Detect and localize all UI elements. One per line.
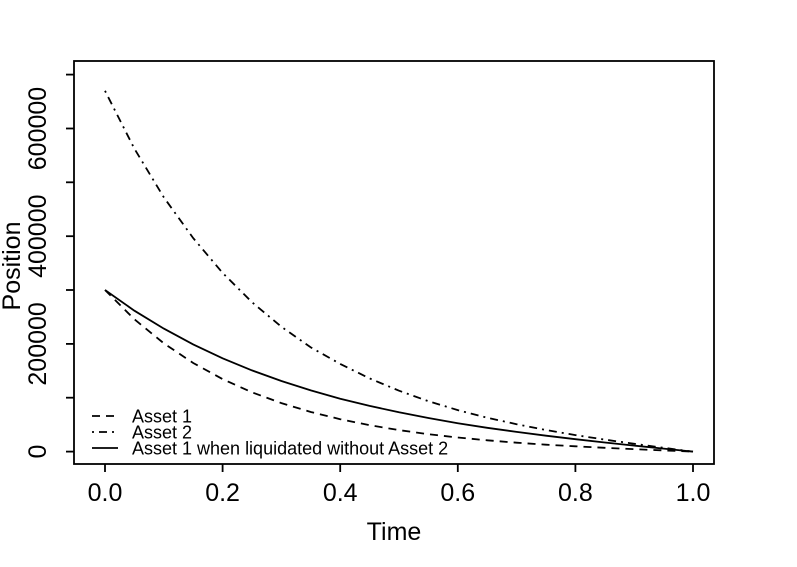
series-line-asset-2 (104, 90, 694, 453)
y-axis-title: Position (0, 222, 26, 311)
x-tick-label: 0.8 (558, 479, 593, 507)
y-tick-label: 400000 (24, 194, 52, 277)
y-tick-label: 600000 (24, 87, 52, 170)
legend-item-asset-1-when-liquidated-without-asset-2: Asset 1 when liquidated without Asset 2 (92, 439, 448, 459)
x-tick-label: 0.4 (323, 479, 358, 507)
data-series-group (104, 90, 694, 453)
plot-area-border (73, 60, 715, 465)
axis-ticks: 0.0 0.2 0.4 0.6 0.8 1.0 0 200000 400000 600000 (24, 73, 711, 507)
x-tick-label: 1.0 (676, 479, 711, 507)
legend-label: Asset 1 (132, 407, 192, 427)
y-tick-label: 200000 (24, 302, 52, 385)
x-axis-title: Time (367, 518, 422, 546)
legend-item-asset-1: Asset 1 (92, 407, 192, 427)
legend-label: Asset 2 (132, 423, 192, 443)
series-line-asset-1 (104, 289, 694, 453)
x-tick-label: 0.6 (440, 479, 475, 507)
y-tick-label: 0 (24, 445, 52, 459)
series-line-asset-1-when-liquidated-without-asset-2 (104, 289, 694, 453)
legend-label: Asset 1 when liquidated without Asset 2 (132, 439, 448, 459)
legend-item-asset-2: Asset 2 (92, 423, 192, 443)
x-tick-label: 0.2 (205, 479, 240, 507)
x-tick-label: 0.0 (88, 479, 123, 507)
